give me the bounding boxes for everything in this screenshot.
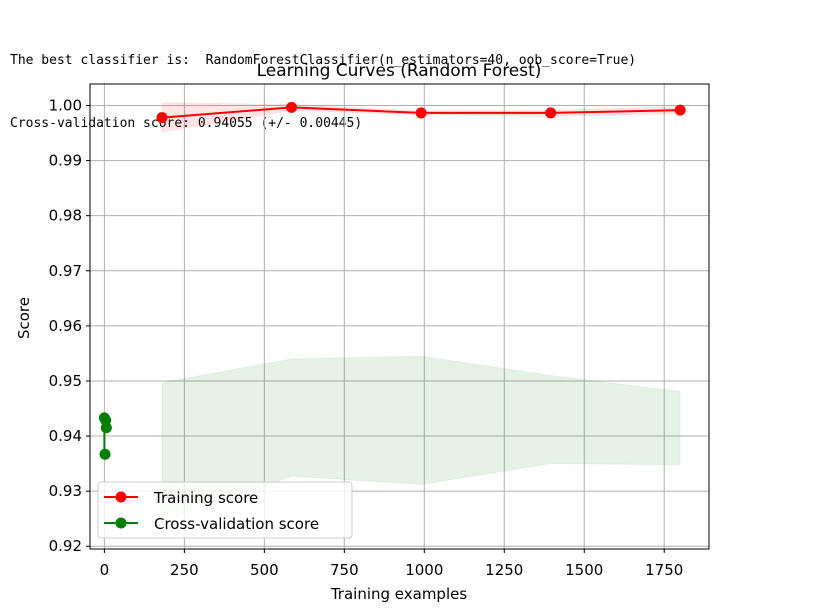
legend: Training score Cross-validation score [97,481,353,539]
training-score-point [286,101,298,113]
legend-box [97,481,353,539]
console-output: The best classifier is: RandomForestClas… [10,8,636,155]
x-axis-ticks: 0 250 500 750 1000 1250 1500 1750 [100,549,683,579]
chart-title: Learning Curves (Random Forest) [257,61,542,81]
y-axis-label: Score [15,297,33,339]
y-tick-label: 0.96 [49,317,82,335]
x-tick-label: 0 [100,561,110,579]
x-tick-label: 1000 [405,561,443,579]
score-bands [161,102,681,523]
y-tick-label: 0.99 [49,152,82,170]
plot-frame [89,83,710,550]
cv-score-line: Cross-validation score: 0.94055 (+/- 0.0… [10,116,363,131]
x-tick-label: 1750 [645,561,683,579]
cv-score-point [100,422,112,434]
x-tick-label: 750 [330,561,359,579]
legend-cv-marker [115,517,127,529]
score-points [98,101,686,460]
legend-training-marker [115,491,127,503]
x-axis-label: Training examples [330,585,468,603]
y-tick-label: 0.97 [49,262,82,280]
y-tick-label: 0.93 [49,482,82,500]
x-tick-label: 500 [250,561,279,579]
grid-lines [90,84,709,549]
training-score-point [156,112,168,124]
y-tick-label: 0.94 [49,427,82,445]
training-score-point [415,107,427,119]
y-tick-label: 0.95 [49,372,82,390]
y-axis-ticks: 0.92 0.93 0.94 0.95 0.96 0.97 0.98 0.99 1.00 [49,96,90,555]
training-score-point [674,104,686,116]
x-tick-label: 250 [170,561,199,579]
legend-cv-label: Cross-validation score [154,515,319,533]
y-tick-label: 0.98 [49,207,82,225]
x-tick-label: 1500 [565,561,603,579]
legend-training-label: Training score [153,489,258,507]
training-score-point [545,107,557,119]
y-tick-label: 1.00 [49,96,82,114]
cv-score-point [99,448,111,460]
x-tick-label: 1250 [485,561,523,579]
y-tick-label: 0.92 [49,537,82,555]
best-classifier-line: The best classifier is: RandomForestClas… [10,53,637,68]
